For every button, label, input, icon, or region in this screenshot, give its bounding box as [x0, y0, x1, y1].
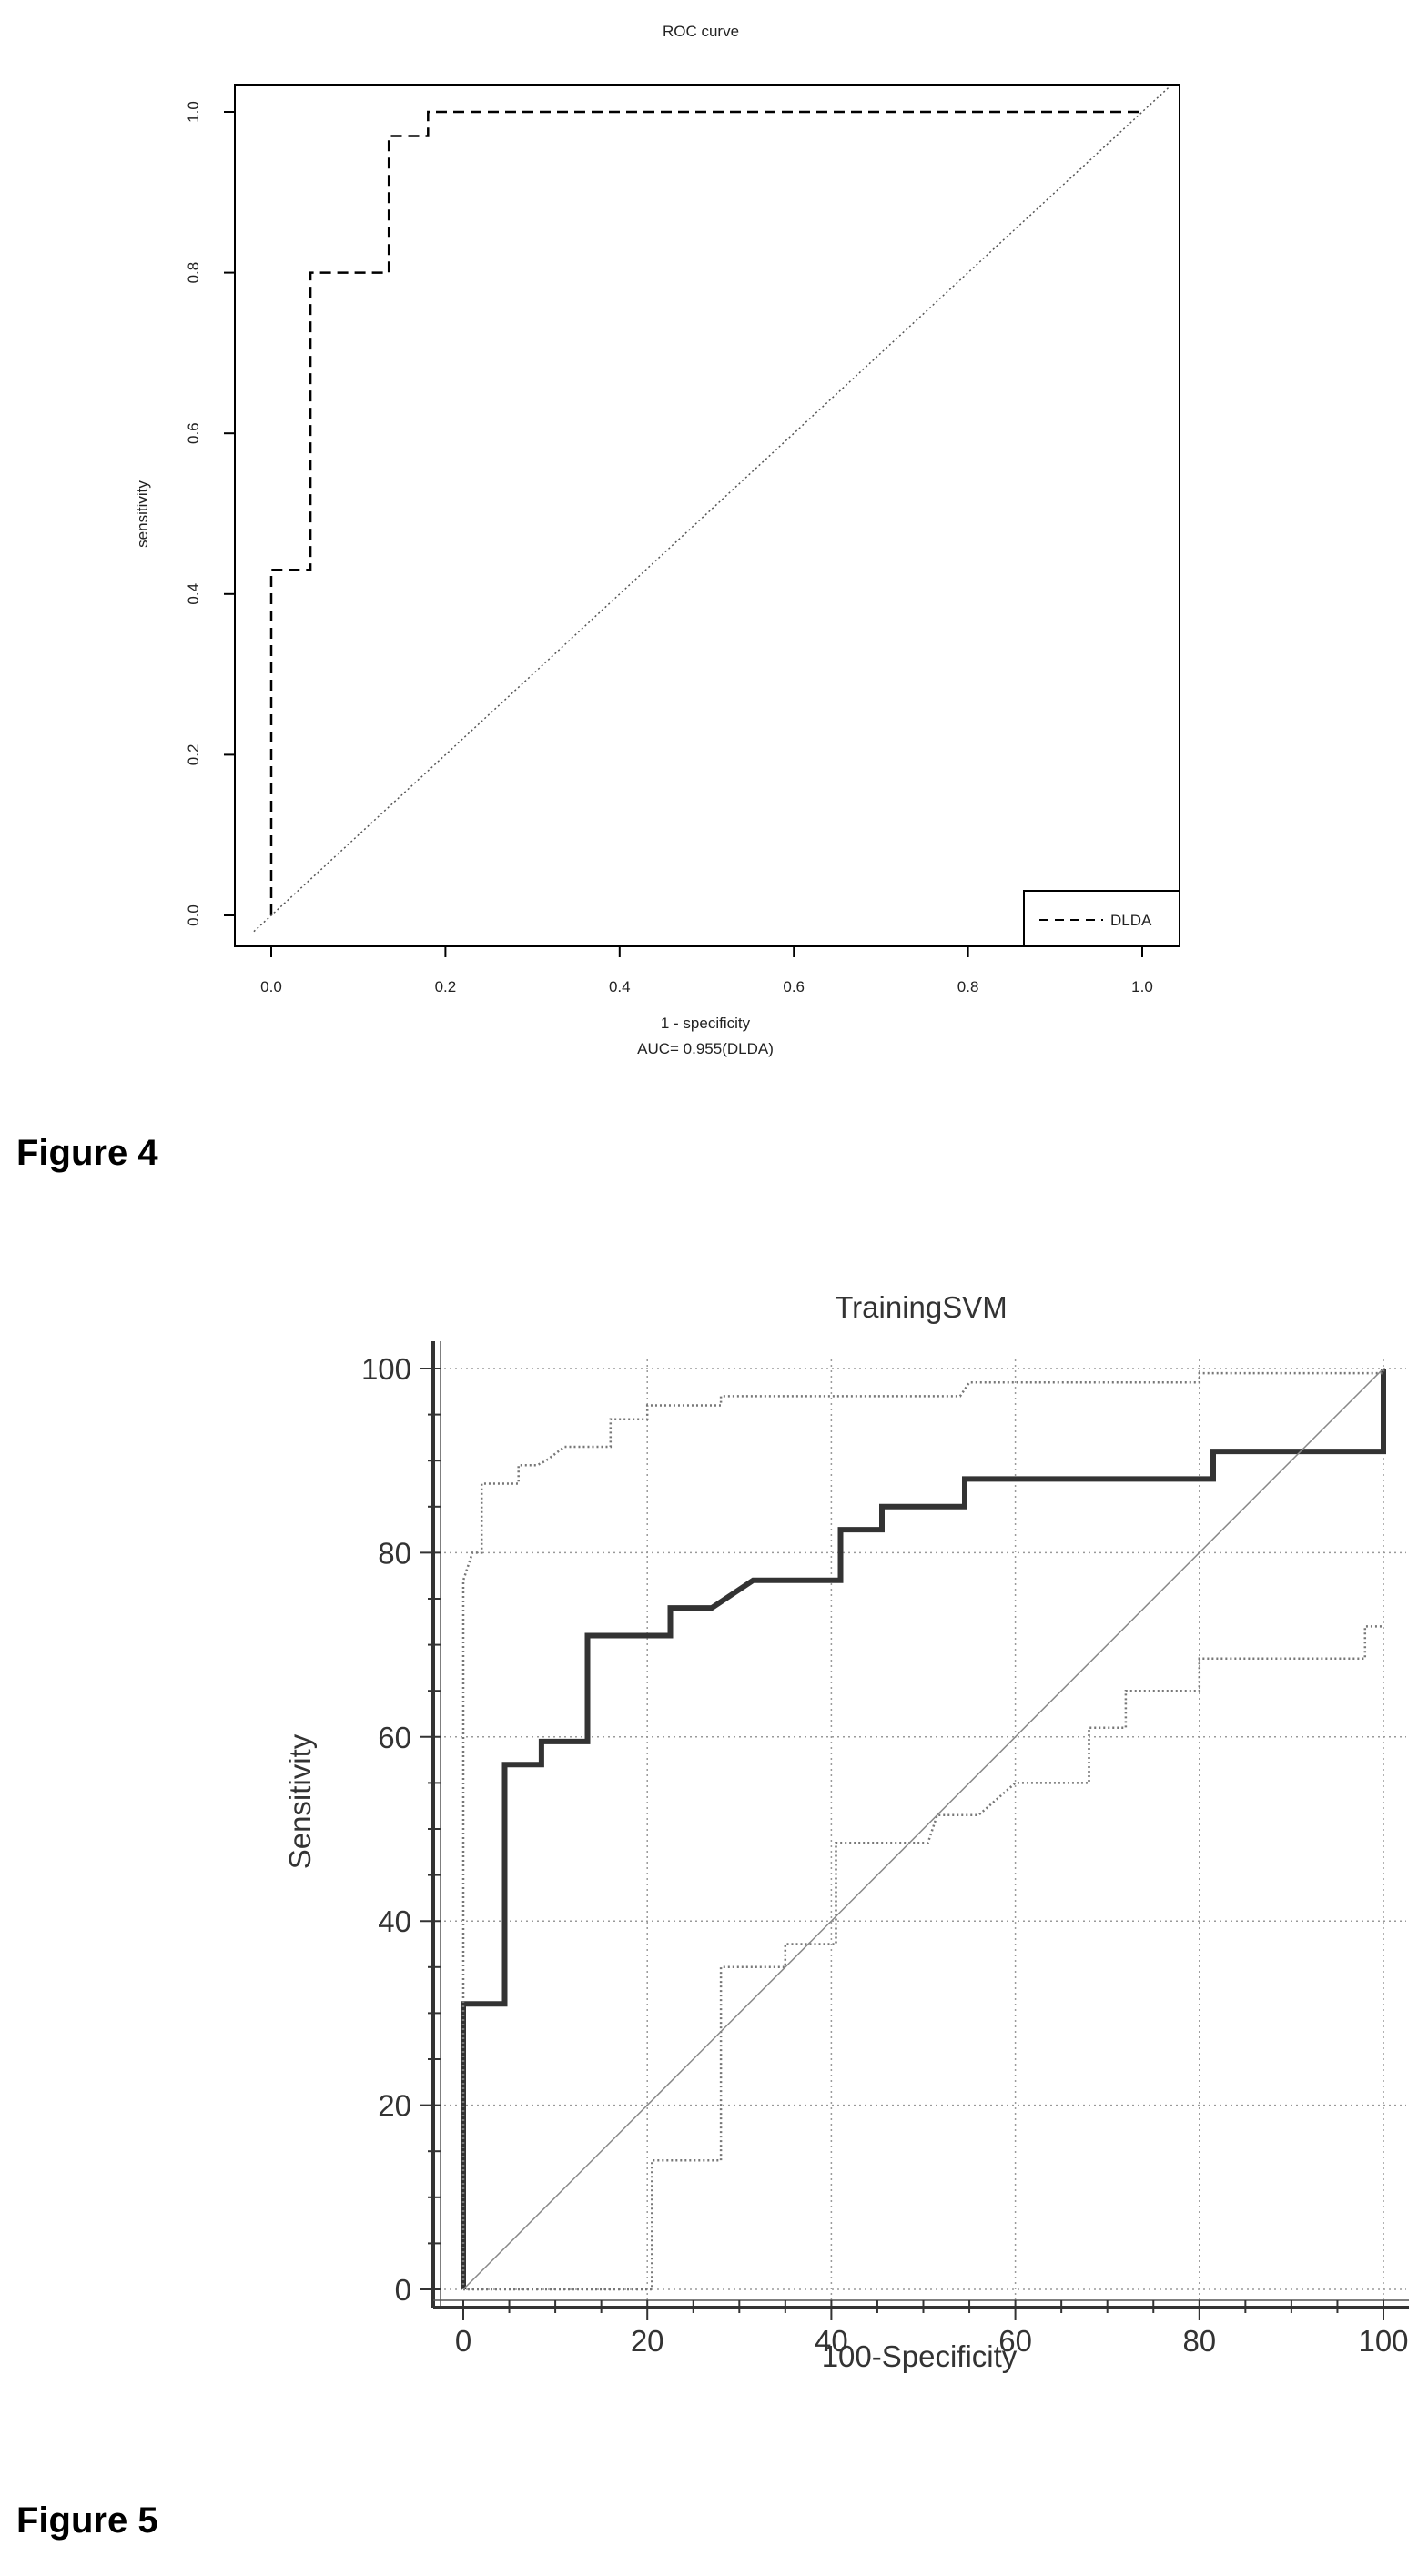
svm-x-axis-label: 100-Specificity: [822, 2339, 1018, 2373]
svm-y-axis-label: Sensitivity: [283, 1733, 317, 1869]
svm-y-tick-label: 20: [378, 2089, 411, 2123]
figure-5-caption: Figure 5: [16, 2500, 158, 2541]
svm-title: TrainingSVM: [835, 1290, 1008, 1324]
svm-lower-confidence-band: [463, 1625, 1383, 2291]
roc-legend: DLDA: [1023, 890, 1180, 947]
svm-x-tick-label: 20: [631, 2324, 664, 2358]
roc-plot-frame: [234, 84, 1180, 947]
roc-x-tick-label: 0.6: [783, 978, 805, 995]
svm-axes: 0 20 40 60 80 100 0 20 40 60 80 100: [361, 1341, 1409, 2358]
roc-chart: ROC curve 0.0 0.2 0.4 0.6 0.8 1.0 0.00.20.40.…: [134, 23, 1180, 1057]
roc-y-axis-label: sensitivity: [134, 480, 151, 548]
svm-x-tick-label: 0: [455, 2324, 471, 2358]
roc-auc-annotation: AUC= 0.955(DLDA): [637, 1040, 774, 1057]
svm-x-tick-label: 60: [998, 2324, 1032, 2358]
svm-chart: TrainingSVM 0 20 40 60 80 100 0 20 40 60 80 100 100…: [283, 1290, 1409, 2373]
roc-x-axis-label: 1 - specificity: [661, 1015, 751, 1032]
roc-y-tick-label: 0.8: [185, 262, 202, 284]
roc-y-axis: 0.0 0.2 0.4 0.6 0.8 1.0: [185, 101, 235, 926]
roc-x-tick-label: 0.8: [957, 978, 979, 995]
roc-y-tick-label: 0.2: [185, 744, 202, 766]
svm-y-tick-label: 0: [395, 2273, 411, 2307]
roc-x-tick-label: 0.0: [260, 978, 282, 995]
roc-series-layer: [253, 86, 1170, 933]
roc-legend-box: [1023, 890, 1180, 947]
roc-x-axis: 0.0 0.2 0.4 0.6 0.8 1.0: [260, 946, 1153, 995]
svm-y-tick-label: 40: [378, 1904, 411, 1938]
roc-title: ROC curve: [663, 23, 739, 40]
roc-y-tick-label: 0.4: [185, 583, 202, 605]
svm-y-tick-label: 80: [378, 1536, 411, 1570]
svm-y-tick-label: 60: [378, 1721, 411, 1754]
roc-legend-label: DLDA: [1110, 912, 1152, 929]
figure-4-caption: Figure 4: [16, 1133, 158, 1173]
roc-dlda-curve: [269, 110, 1142, 915]
svm-upper-confidence-band: [461, 1369, 1385, 2289]
svm-gridlines: [433, 1359, 1406, 2308]
svm-x-tick-label: 40: [815, 2324, 848, 2358]
roc-y-tick-label: 0.0: [185, 904, 202, 926]
svm-x-tick-label: 100: [1358, 2324, 1408, 2358]
roc-x-tick-label: 0.2: [435, 978, 457, 995]
svm-series-layer: [461, 1368, 1386, 2291]
svm-x-tick-label: 80: [1182, 2324, 1216, 2358]
roc-x-tick-label: 1.0: [1131, 978, 1153, 995]
svm-roc-curve: [461, 1369, 1386, 2289]
roc-x-tick-label: 0.4: [609, 978, 631, 995]
roc-y-tick-label: 1.0: [185, 101, 202, 123]
roc-reference-diagonal: [253, 86, 1170, 933]
roc-y-tick-label: 0.6: [185, 422, 202, 444]
svm-y-tick-label: 100: [361, 1352, 411, 1386]
svm-reference-diagonal: [462, 1368, 1384, 2290]
